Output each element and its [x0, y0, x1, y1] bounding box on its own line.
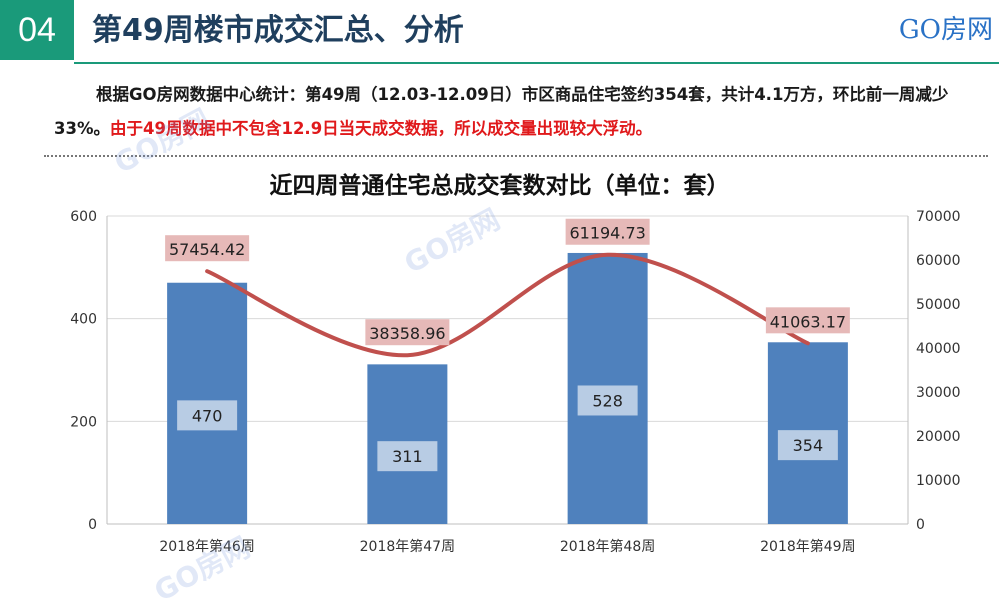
- chart-title: 近四周普通住宅总成交套数对比（单位：套）: [269, 173, 730, 199]
- y-right-tick-label: 0: [916, 517, 925, 533]
- section-number-badge: 04: [0, 0, 74, 60]
- y-left-tick-label: 0: [88, 517, 97, 533]
- combo-chart: 0 200 400 600 0 10000 20000 30000 40000 50000 6000…: [70, 209, 961, 555]
- y-right-tick-label: 40000: [916, 341, 961, 357]
- page-title: 第49周楼市成交汇总、分析: [92, 13, 464, 48]
- x-tick-label: 2018年第47周: [360, 538, 455, 555]
- x-tick-label: 2018年第48周: [560, 538, 655, 555]
- summary-text: 根据GO房网数据中心统计：第49周（12.03-12.09日）市区商品住宅签约3…: [54, 85, 949, 138]
- line-label-box: [765, 307, 850, 334]
- bar-value-label: 470: [192, 406, 223, 425]
- y-right-tick-label: 10000: [916, 473, 961, 489]
- y-right-tick-label: 50000: [916, 297, 961, 313]
- y-right-tick-label: 20000: [916, 429, 961, 445]
- header-divider: [74, 62, 999, 64]
- bar-label-box: [577, 385, 638, 416]
- line-label-box: [165, 235, 250, 262]
- line-value-label: 38358.96: [369, 324, 445, 343]
- bar-label-box: [177, 400, 238, 431]
- line-value-label: 41063.17: [770, 312, 846, 331]
- bar-value-label: 311: [392, 447, 423, 466]
- y-right-tick-label: 70000: [916, 209, 961, 225]
- bar-value-label: 354: [793, 436, 824, 455]
- bar-value-label: 528: [592, 391, 623, 410]
- dotted-divider: [44, 155, 988, 157]
- bar-label-box: [377, 441, 438, 472]
- y-left-tick-label: 600: [70, 209, 97, 225]
- x-tick-label: 2018年第46周: [159, 538, 254, 555]
- y-left-tick-label: 200: [70, 414, 97, 430]
- brand-logo: GO房网: [898, 15, 993, 45]
- series-line: [205, 252, 810, 358]
- line-value-label: 57454.42: [169, 240, 245, 259]
- line-value-label: 61194.73: [569, 224, 645, 243]
- line-label-box: [365, 319, 450, 346]
- summary-highlight: 由于49周数据中不包含12.9日当天成交数据，所以成交量出现较大浮动。: [110, 119, 653, 138]
- line-label-box: [565, 218, 650, 245]
- x-tick-label: 2018年第49周: [760, 538, 855, 555]
- summary-paragraph: 根据GO房网数据中心统计：第49周（12.03-12.09日）市区商品住宅签约3…: [54, 78, 990, 146]
- y-left-tick-label: 400: [70, 312, 97, 328]
- bar-label-box: [777, 430, 838, 461]
- y-right-tick-label: 30000: [916, 385, 961, 401]
- y-right-tick-label: 60000: [916, 253, 961, 269]
